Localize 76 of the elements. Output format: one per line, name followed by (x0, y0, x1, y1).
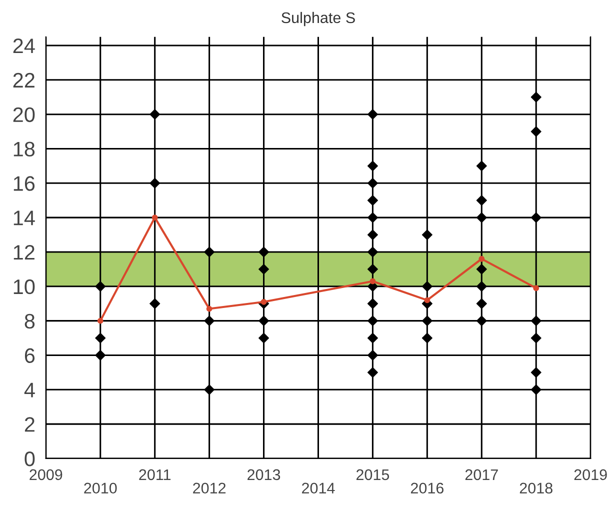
point (478, 256, 485, 262)
x2-tick-label: 2018 (520, 482, 552, 494)
point (367, 264, 378, 274)
point (424, 297, 430, 304)
point (204, 246, 215, 258)
point (367, 298, 378, 309)
x2-tick-label: 2016 (410, 482, 444, 494)
point (367, 178, 378, 188)
point (367, 332, 378, 344)
point (530, 126, 542, 137)
y-tick-label: 20 (13, 107, 35, 122)
point (530, 384, 542, 395)
y-tick-label: 16 (14, 176, 35, 191)
point (150, 178, 160, 188)
point (422, 332, 432, 344)
y-tick-label: 14 (14, 210, 35, 226)
y-tick-label: 12 (14, 244, 34, 260)
y-tick-label: 24 (13, 38, 35, 54)
y-tick-label: 2 (24, 417, 34, 432)
y-tick-label: 22 (13, 72, 34, 88)
y-tick-label: 18 (14, 142, 35, 156)
point (476, 298, 487, 309)
point (476, 195, 487, 206)
x-tick-label: 2019 (574, 469, 607, 480)
y-tick-label: 6 (24, 348, 35, 363)
x-tick-label: 2015 (356, 469, 390, 480)
point (533, 285, 540, 292)
point (150, 109, 160, 120)
point (367, 367, 378, 378)
point (258, 316, 270, 326)
point (367, 229, 378, 240)
x2-tick-label: 2014 (302, 482, 335, 494)
point (258, 246, 270, 258)
point (476, 264, 487, 274)
x-tick-label: 2013 (248, 469, 280, 480)
point (150, 298, 160, 309)
point (422, 229, 432, 240)
point (476, 212, 487, 223)
point (206, 306, 212, 312)
point (370, 278, 376, 284)
point (258, 264, 270, 274)
x-tick-label: 2017 (465, 469, 498, 480)
y-tick-label: 0 (24, 451, 35, 466)
point (530, 332, 542, 344)
point (530, 316, 542, 326)
y-tick-label: 10 (14, 279, 35, 294)
point (367, 109, 378, 120)
x2-tick-label: 2012 (193, 482, 226, 494)
x-tick-label: 2009 (30, 469, 62, 480)
point (422, 281, 432, 292)
point (422, 316, 432, 326)
point (530, 92, 542, 102)
point (476, 160, 487, 172)
y-tick-label: 4 (24, 382, 35, 398)
y-tick-label: 8 (24, 314, 35, 329)
point (530, 212, 542, 223)
point (530, 367, 542, 378)
point (367, 212, 378, 223)
point (97, 318, 104, 324)
point (95, 332, 106, 344)
point (204, 316, 215, 326)
point (476, 281, 487, 292)
point (367, 160, 378, 172)
point (367, 246, 378, 258)
point (367, 350, 378, 361)
x-tick-label: 2011 (139, 469, 171, 480)
x2-tick-label: 2010 (84, 482, 117, 494)
point (152, 214, 158, 221)
point (204, 384, 215, 395)
point (476, 316, 487, 326)
point (95, 350, 106, 361)
point (258, 332, 270, 344)
point (95, 281, 106, 292)
chart-title: Sulphate S (282, 12, 355, 26)
point (367, 316, 378, 326)
point (367, 195, 378, 206)
